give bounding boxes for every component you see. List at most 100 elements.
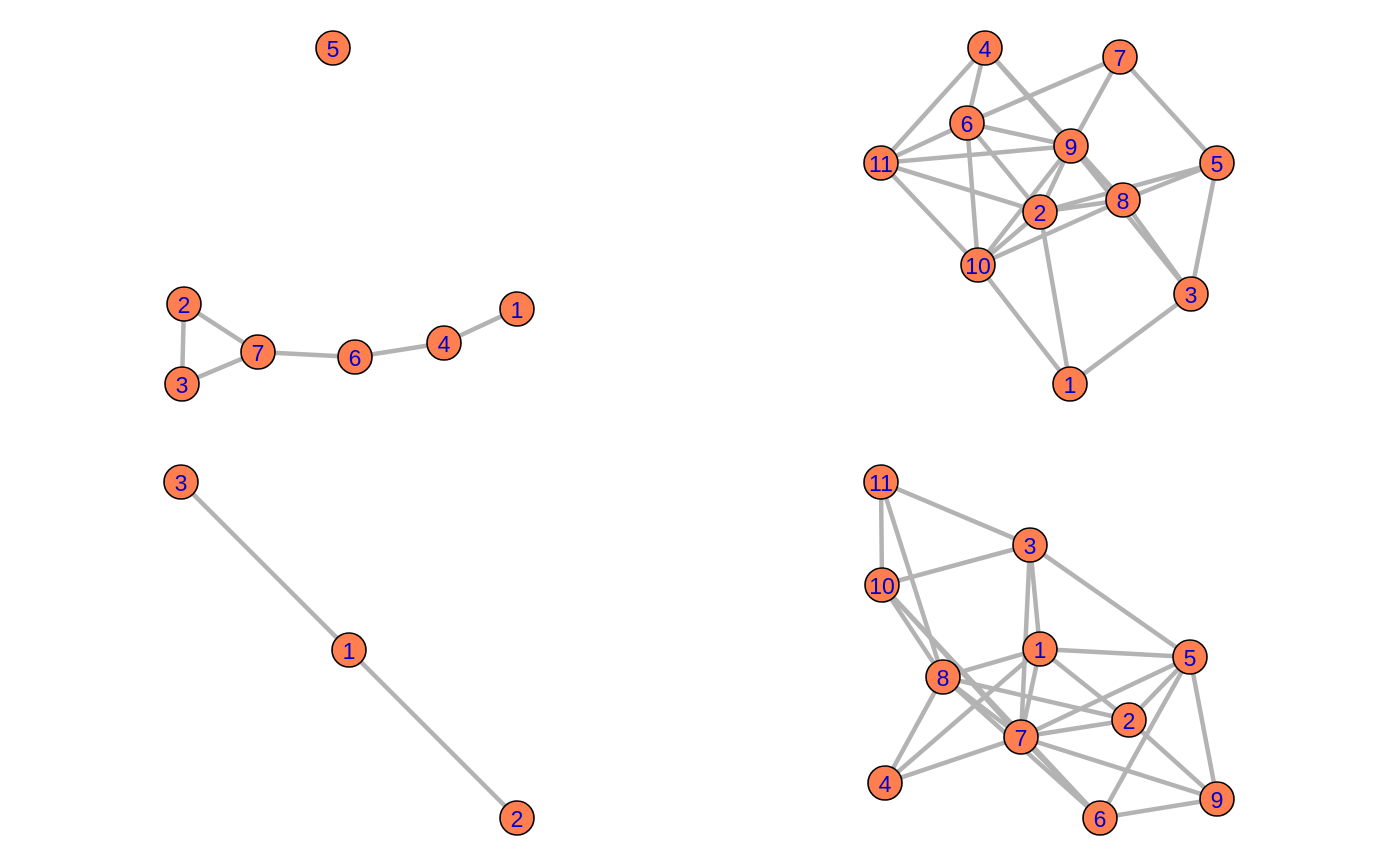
node-10: 10 [864,567,900,603]
edge-7-6 [1018,734,1103,821]
edge-5-6 [1097,654,1193,821]
edge-11-8 [878,479,946,680]
node-circle [1022,194,1058,230]
edge-1-5 [1037,646,1193,660]
node-circle [864,567,900,603]
node-label: 8 [937,665,950,691]
node-circle [240,334,276,370]
node-circle [1199,781,1235,817]
node-7: 7 [1102,39,1138,75]
edge-10-1 [975,262,1073,387]
node-circle [1003,719,1039,755]
node-label: 1 [1034,637,1047,663]
node-2: 2 [166,286,202,322]
node-circle [925,659,961,695]
edge-8-10 [975,197,1126,268]
edge-11-9 [878,143,1074,166]
node-11: 11 [863,464,899,500]
node-11: 11 [863,145,899,181]
node-2: 2 [1111,702,1147,738]
edge-3-5 [1027,542,1193,660]
node-7: 7 [1003,719,1039,755]
node-circle [960,247,996,283]
edge-8-2 [940,674,1132,723]
edge-6-10 [964,120,981,268]
edge-6-2 [964,120,1043,215]
node-label: 3 [175,470,188,496]
node-circle [337,339,373,375]
node-circle [1012,527,1048,563]
node-1: 1 [499,291,535,327]
node-circle [163,464,199,500]
node-label: 1 [511,297,524,323]
node-label: 2 [1034,200,1047,226]
node-circle [1022,631,1058,667]
node-3: 3 [1012,527,1048,563]
node-label: 11 [869,470,893,496]
edge-1-2 [1037,646,1132,723]
node-2: 2 [499,800,535,836]
node-5: 5 [1172,639,1208,675]
node-label: 7 [252,340,265,366]
edge-5-9 [1187,654,1220,802]
node-circle [863,145,899,181]
graph-panel-eleven-nodes-bottom: 1 2 3 4 5 6 7 8 9 10 11 [863,464,1235,836]
node-label: 8 [1117,188,1130,214]
node-label: 6 [349,345,362,371]
node-label: 7 [1015,725,1028,751]
node-label: 4 [979,36,992,62]
graph-panel-six-nodes: 1 2 3 4 6 7 [164,286,535,402]
node-circle [331,632,367,668]
node-4: 4 [426,325,462,361]
node-circle [967,30,1003,66]
node-9: 9 [1199,781,1235,817]
edge-2-9 [1126,717,1220,802]
node-1: 1 [1052,366,1088,402]
node-circle [1199,145,1235,181]
node-label: 5 [1184,645,1197,671]
edge-7-5 [1117,54,1220,166]
node-label: 3 [1024,533,1037,559]
node-3: 3 [164,366,200,402]
node-3: 3 [163,464,199,500]
node-7: 7 [240,334,276,370]
node-label: 4 [879,771,892,797]
node-8: 8 [925,659,961,695]
node-circle [1111,702,1147,738]
node-circle [1172,639,1208,675]
node-1: 1 [1022,631,1058,667]
edge-10-3 [879,542,1033,588]
node-6: 6 [949,105,985,141]
node-circle [426,325,462,361]
node-1: 1 [331,632,367,668]
edge-8-4 [882,674,946,786]
node-circle [867,765,903,801]
node-10: 10 [960,247,996,283]
edge-10-8 [879,582,946,680]
graph-panel-three-nodes: 1 2 3 [163,464,535,836]
node-label: 11 [869,151,893,177]
graph-panel-isolated-node: 5 [315,30,351,66]
node-label: 7 [1114,45,1127,71]
node-circle [499,291,535,327]
node-label: 3 [176,372,189,398]
node-label: 5 [327,36,340,62]
node-circle [1053,128,1089,164]
edge-5-3 [1188,160,1220,297]
node-circle [1173,276,1209,312]
node-9: 9 [1053,128,1089,164]
edge-1-4 [882,646,1043,786]
node-circle [166,286,202,322]
node-2: 2 [1022,194,1058,230]
edge-11-2 [878,160,1043,215]
edge-6-9 [1097,796,1220,821]
node-label: 10 [965,253,991,279]
node-4: 4 [867,765,903,801]
edge-3-1 [1067,291,1194,387]
node-label: 2 [511,806,524,832]
edge-5-7 [1018,654,1193,740]
node-circle [1082,800,1118,836]
node-label: 4 [438,331,451,357]
node-circle [315,30,351,66]
edge-6-7 [964,54,1123,126]
